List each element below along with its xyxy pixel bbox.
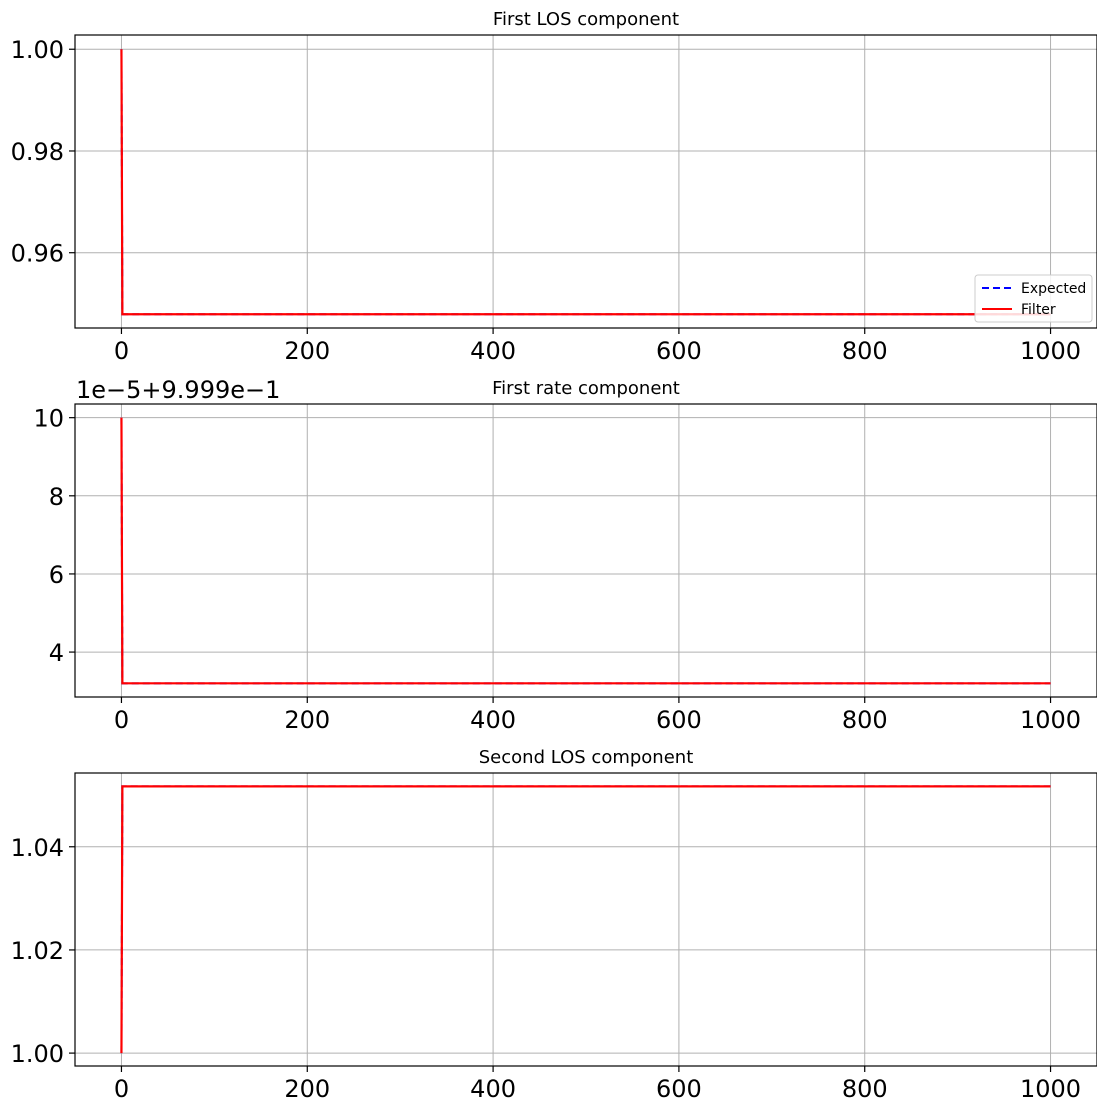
y-tick-label: 1.02	[11, 937, 64, 965]
y-tick-label: 4	[49, 639, 64, 667]
x-tick-label: 1000	[1020, 706, 1081, 734]
y-offset-label: 1e−5+9.999e−1	[76, 376, 280, 404]
subplot-title: Second LOS component	[479, 747, 694, 768]
series-line-filter	[120, 785, 1051, 1054]
subplot-1: 0 200 400 600 800 1000 0.96 0.98 1.00 First LOS c…	[11, 9, 1097, 365]
x-tick-label: 0	[114, 337, 129, 365]
x-tick-label: 0	[114, 706, 129, 734]
y-tick-label: 1.04	[11, 834, 64, 862]
y-tick-label: 10	[33, 405, 64, 433]
x-tick-label: 400	[470, 706, 516, 734]
y-tick-label: 0.98	[11, 138, 64, 166]
series-line-filter	[120, 49, 1051, 316]
axes-frame	[74, 772, 1097, 1067]
y-tick-label: 1.00	[11, 1040, 64, 1068]
legend-label-filter: Filter	[1021, 302, 1056, 318]
y-tick-label: 1.00	[11, 36, 64, 64]
y-tick-label: 6	[49, 561, 64, 589]
y-tick-label: 0.96	[11, 240, 64, 268]
x-tick-label: 200	[284, 337, 330, 365]
x-tick-label: 400	[470, 337, 516, 365]
axes-frame	[74, 403, 1097, 698]
legend-label-expected: Expected	[1021, 281, 1086, 297]
x-tick-label: 600	[656, 1075, 702, 1103]
x-tick-label: 200	[284, 706, 330, 734]
x-tick-label: 600	[656, 706, 702, 734]
subplot-title: First rate component	[492, 378, 680, 399]
legend: Expected Filter	[974, 274, 1093, 323]
x-tick-label: 600	[656, 337, 702, 365]
subplot-title: First LOS component	[493, 9, 679, 30]
series-line-expected	[120, 785, 1051, 1054]
x-tick-label: 1000	[1020, 337, 1081, 365]
y-tick-label: 8	[49, 483, 64, 511]
x-tick-label: 0	[114, 1075, 129, 1103]
x-tick-label: 800	[842, 337, 888, 365]
x-tick-label: 200	[284, 1075, 330, 1103]
subplot-3: 0 200 400 600 800 1000 1.00 1.02 1.04 Second LOS …	[11, 747, 1097, 1103]
x-tick-label: 400	[470, 1075, 516, 1103]
legend-box	[974, 274, 1093, 323]
subplot-2: 0 200 400 600 800 1000 4 6 8 10 First rate compone…	[33, 376, 1097, 734]
x-tick-label: 1000	[1020, 1075, 1081, 1103]
series-line-expected	[120, 49, 1051, 316]
x-tick-label: 800	[842, 706, 888, 734]
axes-frame	[74, 34, 1097, 329]
x-tick-label: 800	[842, 1075, 888, 1103]
series-line-expected	[120, 417, 1051, 685]
series-line-filter	[120, 417, 1051, 685]
